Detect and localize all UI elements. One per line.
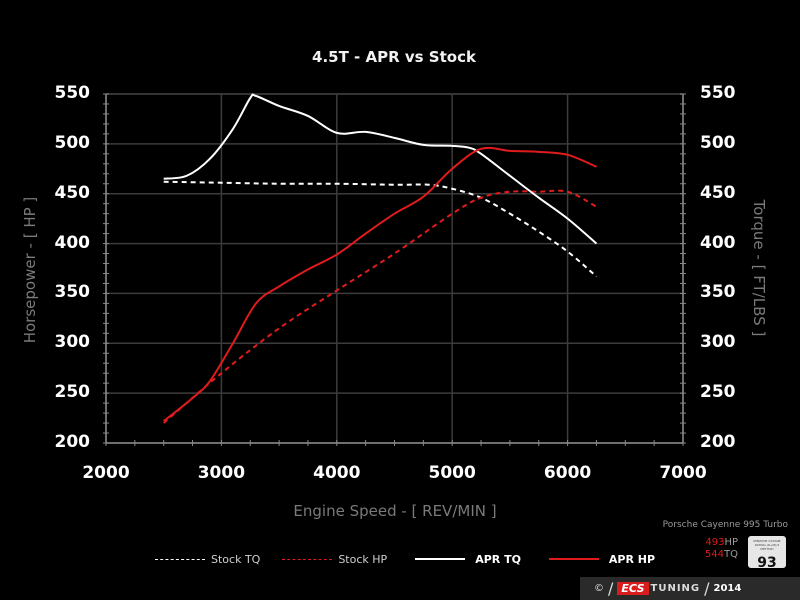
legend-swatch-solid-red	[548, 558, 599, 560]
footer-year: 2014	[713, 583, 742, 594]
hp-value: 493	[705, 537, 725, 548]
y-tick-label-left: 500	[54, 132, 91, 153]
y-axis-right-label: Torque - [ FT/LBS ]	[750, 199, 768, 337]
x-tick-label: 3000	[197, 463, 246, 483]
y-tick-label-left: 200	[54, 432, 91, 452]
y-tick-label-right: 300	[700, 332, 736, 353]
chart-title: 4.5T - APR vs Stock	[312, 48, 476, 66]
y-axis-left-label: Horsepower - [ HP ]	[21, 196, 39, 344]
data-series	[163, 93, 598, 424]
octane-badge-caption: MINIMUM OCTANE RATING (R+M)/2 METHOD	[753, 539, 781, 551]
y-tick-label-left: 550	[54, 83, 91, 103]
footer-brand-bar: © / ECS TUNING / 2014	[580, 577, 800, 600]
legend-swatch-dashed-white	[155, 558, 205, 560]
x-tick-label: 6000	[543, 463, 592, 483]
legend-swatch-dashed-red	[282, 558, 333, 560]
x-tick-label: 2000	[82, 463, 130, 483]
series-apr-hp	[163, 146, 597, 422]
x-tick-label: 7000	[659, 463, 707, 483]
hp-spec: 493HP	[700, 537, 738, 549]
legend-item-stock-hp: Stock HP	[282, 553, 387, 566]
x-axis-label: Engine Speed - [ REV/MIN ]	[293, 502, 497, 520]
tq-unit: TQ	[724, 549, 738, 560]
series-stock-tq	[163, 180, 598, 278]
ecs-logo: ECS	[617, 582, 649, 595]
y-tick-label-right: 400	[700, 232, 736, 253]
power-specs: 493HP 544TQ	[700, 537, 738, 561]
y-tick-label-left: 450	[54, 182, 91, 203]
divider: /	[608, 579, 614, 598]
x-tick-label: 4000	[313, 463, 361, 483]
y-tick-label-left: 300	[54, 332, 91, 353]
y-tick-label-right: 500	[700, 132, 736, 153]
y-tick-label-left: 250	[54, 382, 91, 403]
legend-swatch-solid-white	[415, 558, 466, 560]
octane-number: 93	[757, 555, 777, 571]
axes	[103, 93, 686, 446]
series-apr-tq	[163, 93, 598, 245]
y-tick-label-right: 550	[700, 83, 736, 103]
hp-unit: HP	[724, 537, 738, 548]
legend-item-apr-hp: APR HP	[548, 552, 656, 566]
y-tick-label-right: 250	[700, 382, 736, 403]
series-stock-hp	[163, 189, 597, 424]
copyright-icon: ©	[594, 583, 604, 594]
y-tick-label-right: 200	[700, 432, 736, 452]
legend-item-apr-tq: APR TQ	[415, 553, 521, 566]
legend-label: APR HP	[608, 552, 656, 566]
y-tick-label-right: 350	[700, 282, 736, 303]
legend-label: APR TQ	[475, 552, 521, 566]
legend-label: Stock HP	[338, 552, 388, 566]
octane-badge: MINIMUM OCTANE RATING (R+M)/2 METHOD 93	[748, 536, 786, 571]
y-tick-label-right: 450	[700, 182, 736, 203]
x-tick-label: 5000	[428, 463, 476, 483]
vehicle-name: Porsche Cayenne 995 Turbo	[662, 520, 788, 530]
divider: /	[704, 579, 710, 598]
y-tick-label-left: 400	[54, 232, 91, 253]
y-tick-label-left: 350	[54, 282, 91, 303]
legend-item-stock-tq: Stock TQ	[155, 553, 260, 566]
chart-legend: Stock TQ Stock HP APR TQ APR HP	[155, 551, 655, 567]
tuning-logo-text: TUNING	[650, 583, 701, 594]
grid-lines	[105, 93, 684, 444]
legend-label: Stock TQ	[211, 552, 261, 566]
tq-spec: 544TQ	[700, 549, 738, 561]
tq-value: 544	[704, 549, 725, 560]
